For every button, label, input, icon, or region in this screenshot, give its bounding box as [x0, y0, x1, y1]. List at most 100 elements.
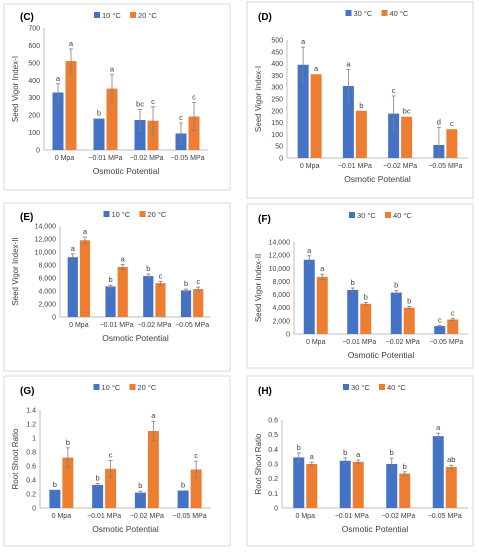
y-tick-label: 500	[28, 60, 40, 67]
panel-label: (E)	[20, 212, 33, 223]
significance-letter: a	[69, 39, 74, 48]
legend-swatch	[94, 12, 100, 18]
bar	[147, 120, 159, 150]
bar	[67, 257, 78, 317]
significance-letter: a	[320, 264, 325, 273]
bar	[399, 473, 411, 508]
y-tick-label: 0.4	[268, 447, 278, 454]
bar	[190, 469, 202, 508]
panel-frame	[3, 202, 231, 372]
significance-letter: b	[343, 448, 347, 457]
legend-entry: 20 °C	[138, 383, 157, 392]
legend-swatch	[343, 384, 349, 390]
bar	[297, 64, 309, 158]
significance-letter: b	[138, 481, 142, 490]
x-tick-label: −0.01 MPa	[87, 513, 121, 520]
x-tick-label: 0 Mpa	[296, 513, 316, 520]
chart-panel-3: (E) 0 2,000 4,000 6,000 8,000 10,000 12,000 14,0…	[3, 202, 231, 372]
x-tick-label: 0 Mpa	[55, 155, 75, 162]
y-tick-label: 6,000	[38, 276, 56, 283]
x-axis-label: Osmotic Potential	[93, 166, 160, 176]
bar	[52, 92, 64, 150]
bar	[447, 319, 459, 334]
y-tick-label: 0.5	[268, 432, 278, 439]
x-tick-label: −0.02 MPa	[129, 155, 163, 162]
bar	[143, 276, 154, 317]
legend-swatch	[139, 211, 146, 217]
bar	[401, 116, 413, 158]
y-tick-label: 0.6	[26, 464, 36, 471]
x-tick-label: −0.02 MPa	[383, 163, 417, 170]
y-tick-label: 300	[271, 85, 283, 92]
y-tick-label: 600	[28, 43, 40, 50]
significance-letter: c	[194, 451, 198, 460]
panel-frame	[246, 375, 474, 547]
y-tick-label: 4,000	[272, 305, 290, 312]
y-axis-label: Seed Vigor Index-II	[254, 254, 263, 322]
x-tick-label: −0.01 MPa	[88, 155, 122, 162]
bar	[390, 292, 402, 334]
significance-letter: a	[310, 452, 315, 461]
x-axis-label: Osmotic Potential	[92, 524, 159, 534]
x-tick-label: −0.05 MPa	[175, 322, 209, 329]
y-tick-label: 500	[271, 38, 283, 45]
y-tick-label: 0	[274, 506, 278, 513]
significance-letter: a	[121, 254, 126, 263]
significance-letter: a	[301, 37, 306, 46]
panel-frame	[246, 203, 474, 369]
significance-letter: b	[359, 101, 363, 110]
y-axis-label: Seed Vigor Index-I	[11, 56, 20, 122]
significance-letter: bc	[403, 107, 411, 116]
y-tick-label: 12,000	[269, 253, 291, 260]
y-tick-label: 0.8	[26, 450, 36, 457]
significance-letter: b	[66, 438, 70, 447]
significance-letter: b	[184, 279, 188, 288]
y-tick-label: 0.6	[268, 418, 278, 425]
y-tick-label: 450	[271, 49, 283, 56]
x-tick-label: −0.05 MPa	[428, 513, 462, 520]
legend-entry: 10 °C	[102, 383, 121, 392]
significance-letter: c	[196, 277, 200, 286]
legend-entry: 10 °C	[102, 11, 121, 20]
legend-entry: 40 °C	[390, 9, 409, 18]
y-tick-label: 400	[28, 78, 40, 85]
legend-swatch	[379, 384, 385, 390]
y-axis-label: Root Shoot Ratio	[254, 433, 263, 494]
significance-letter: bc	[136, 100, 144, 109]
significance-letter: a	[436, 423, 441, 432]
bar	[134, 492, 146, 508]
y-tick-label: 14,000	[35, 224, 57, 231]
y-tick-label: 300	[28, 95, 40, 102]
significance-letter: b	[364, 292, 368, 301]
bar	[117, 266, 128, 317]
legend-swatch	[349, 212, 355, 218]
significance-letter: d	[437, 117, 441, 126]
y-tick-label: 700	[28, 26, 40, 33]
significance-letter: b	[181, 481, 185, 490]
y-tick-label: 12,000	[35, 237, 57, 244]
y-tick-label: 1	[32, 436, 36, 443]
bar	[106, 88, 118, 150]
bar	[355, 110, 367, 158]
y-tick-label: 150	[271, 120, 283, 127]
bar	[352, 461, 364, 508]
significance-letter: c	[109, 450, 113, 459]
panel-label: (C)	[20, 12, 34, 23]
legend-entry: 20 °C	[148, 210, 167, 219]
y-tick-label: 2,000	[38, 302, 56, 309]
y-tick-label: 0.2	[268, 476, 278, 483]
bar	[293, 457, 305, 508]
y-tick-label: 0.4	[26, 478, 36, 485]
bar	[180, 290, 192, 317]
legend-entry: 30 °C	[351, 383, 370, 392]
bar	[388, 113, 400, 158]
x-tick-label: −0.02 MPa	[137, 322, 171, 329]
bar	[49, 489, 61, 508]
legend-swatch	[130, 12, 136, 18]
bar	[306, 464, 318, 508]
significance-letter: c	[451, 309, 455, 318]
legend-swatch	[385, 212, 391, 218]
bar	[432, 436, 444, 508]
significance-letter: a	[151, 411, 156, 420]
